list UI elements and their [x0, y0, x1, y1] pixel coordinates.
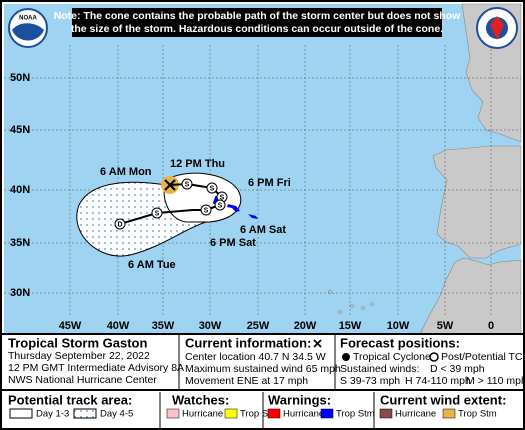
advisory: 12 PM GMT Intermediate Advisory 8A: [8, 362, 184, 374]
forecast-tropical: Tropical Cyclone: [353, 351, 431, 363]
extent-title: Current wind extent:: [380, 392, 506, 407]
legend-watch-hurricane: Hurricane: [182, 409, 223, 420]
note-box: [72, 8, 442, 37]
time-label: 6 AM Sat: [240, 224, 286, 236]
forecast-post: Post/Potential TC: [441, 351, 523, 363]
current-line: Center location 40.7 N 34.5 W: [185, 351, 326, 363]
time-label: 6 AM Mon: [100, 166, 152, 178]
wind-h: H 74-110 mph: [405, 375, 471, 387]
legend-day45: Day 4-5: [100, 409, 133, 420]
legend-warn-ts: Trop Stm: [336, 409, 375, 420]
storm-date: Thursday September 22, 2022: [8, 350, 150, 362]
noaa-logo: NOAA: [8, 8, 48, 48]
legend-day13: Day 1-3: [36, 409, 69, 420]
longitude-label: 15W: [339, 320, 362, 332]
logo-text: NOAA: [19, 16, 37, 22]
longitude-label: 0: [488, 320, 494, 332]
current-line: Movement ENE at 17 mph: [185, 375, 308, 387]
watches-title: Watches:: [172, 392, 229, 407]
time-label: 6 PM Fri: [248, 177, 291, 189]
track-legend-title: Potential track area:: [8, 392, 132, 407]
wind-s: S 39-73 mph: [340, 375, 400, 387]
storm-title: Tropical Storm Gaston: [8, 335, 147, 350]
latitude-label: 35N: [10, 237, 30, 249]
time-label: 6 PM Sat: [210, 237, 256, 249]
legend-extent-hurricane: Hurricane: [395, 409, 436, 420]
forecast-point: [181, 178, 193, 190]
wind-d: D < 39 mph: [430, 363, 485, 375]
forecast-point-label: S: [220, 194, 225, 201]
longitude-label: 5W: [437, 320, 454, 332]
forecast-point: [206, 182, 218, 194]
source: NWS National Hurricane Center: [8, 374, 157, 386]
forecast-point: [114, 218, 126, 230]
longitude-label: 10W: [387, 320, 410, 332]
longitude-label: 25W: [247, 320, 270, 332]
nws-logo: [476, 7, 518, 49]
longitude-label: 30W: [199, 320, 222, 332]
legend-warn-hurricane: Hurricane: [283, 409, 324, 420]
forecast-point-label: D: [117, 221, 122, 228]
latitude-label: 30N: [10, 287, 30, 299]
latitude-label: 50N: [10, 72, 30, 84]
longitude-label: 35W: [152, 320, 175, 332]
longitude-label: 20W: [294, 320, 317, 332]
forecast-title: Forecast positions:: [340, 335, 460, 350]
longitude-label: 45W: [59, 320, 82, 332]
legend-watch-ts: Trop Stm: [240, 409, 279, 420]
note-line: Note: The cone contains the probable pat…: [54, 10, 461, 22]
forecast-point: [151, 207, 163, 219]
graticule: [4, 45, 521, 316]
time-label: 12 PM Thu: [170, 158, 225, 170]
longitude-label: 40W: [107, 320, 130, 332]
forecast-point-label: S: [210, 185, 215, 192]
warnings-title: Warnings:: [268, 392, 331, 407]
current-line: Maximum sustained wind 65 mph: [185, 363, 341, 375]
forecast-point-label: S: [185, 181, 190, 188]
latitude-label: 45N: [10, 124, 30, 136]
forecast-point: [214, 199, 226, 211]
winds-label: Sustained winds:: [340, 363, 419, 375]
forecast-point-label: S: [218, 202, 223, 209]
forecast-point-label: S: [204, 207, 209, 214]
time-label: 6 AM Tue: [128, 259, 176, 271]
current-title: Current information:: [185, 335, 311, 350]
wind-m: M > 110 mph: [466, 375, 525, 387]
current-position: [164, 179, 176, 191]
legend-extent-ts: Trop Stm: [458, 409, 497, 420]
note-line: the size of the storm. Hazardous conditi…: [71, 23, 443, 35]
latitude-label: 40N: [10, 184, 30, 196]
forecast-point: [200, 204, 212, 216]
forecast-point-label: S: [155, 210, 160, 217]
